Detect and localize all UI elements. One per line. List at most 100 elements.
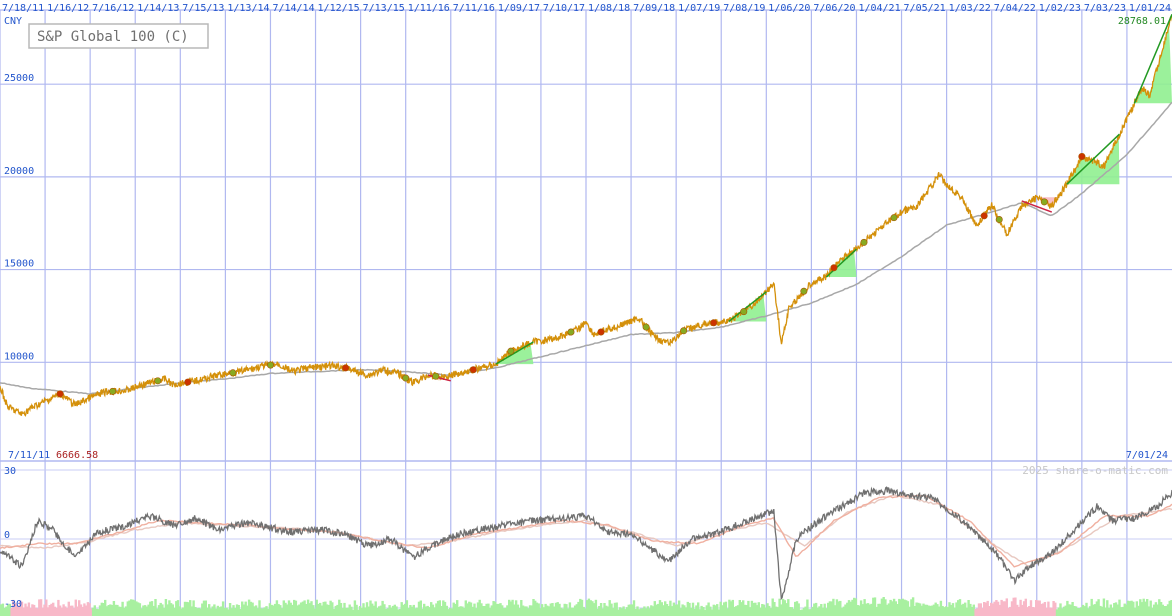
volume-bar xyxy=(331,602,334,616)
volume-bar xyxy=(1132,601,1135,616)
volume-bar xyxy=(192,600,195,616)
volume-bar xyxy=(147,604,150,616)
volume-bar xyxy=(1007,607,1010,616)
volume-bar xyxy=(1102,598,1106,616)
volume-bar xyxy=(1118,599,1121,616)
volume-bar xyxy=(104,599,107,616)
volume-bar xyxy=(797,603,800,616)
trade-marker xyxy=(995,216,1003,224)
volume-bar xyxy=(612,608,615,616)
volume-bar xyxy=(123,607,126,616)
volume-bar xyxy=(868,604,871,616)
volume-bar xyxy=(872,597,875,616)
volume-bar xyxy=(535,602,539,616)
volume-bar xyxy=(504,607,507,616)
volume-bar xyxy=(32,604,36,616)
trade-marker xyxy=(507,347,515,355)
volume-bar xyxy=(19,600,22,616)
volume-bar xyxy=(1146,599,1149,616)
volume-bar xyxy=(305,604,308,616)
volume-bar xyxy=(544,603,547,616)
osc-tick-label: 0 xyxy=(4,530,10,541)
volume-bar xyxy=(272,605,275,616)
volume-bar xyxy=(473,603,476,616)
volume-bar xyxy=(686,601,689,616)
volume-bar xyxy=(492,601,495,616)
volume-bar xyxy=(880,598,884,616)
volume-bar xyxy=(636,606,639,616)
volume-bar xyxy=(806,599,809,616)
volume-bar xyxy=(981,608,984,616)
grid xyxy=(0,9,1172,616)
volume-bar xyxy=(97,609,100,616)
top-date-label: 1/09/17 xyxy=(498,3,540,14)
volume-bar xyxy=(189,600,192,616)
volume-bar xyxy=(801,609,804,616)
volume-bar xyxy=(1073,606,1076,616)
volume-bar xyxy=(1137,605,1140,616)
volume-bar xyxy=(107,605,110,616)
volume-bar xyxy=(86,602,90,616)
volume-bar xyxy=(1059,603,1062,616)
volume-bar xyxy=(528,605,532,616)
volume-bar xyxy=(1061,608,1064,616)
volume-bar xyxy=(809,609,813,616)
volume-bar xyxy=(870,603,873,616)
volume-bar xyxy=(102,603,105,616)
volume-bar xyxy=(944,606,948,616)
volume-bar xyxy=(1094,604,1097,616)
volume-bar xyxy=(447,609,450,616)
volume-bar xyxy=(395,606,398,616)
volume-bar xyxy=(216,605,220,616)
volume-bar xyxy=(1038,600,1041,616)
volume-bar xyxy=(539,608,542,616)
volume-bar xyxy=(804,606,807,616)
volume-bar xyxy=(135,601,138,616)
top-date-label: 1/16/12 xyxy=(47,3,89,14)
volume-bar xyxy=(1052,601,1055,616)
trade-marker xyxy=(266,361,274,369)
volume-bar xyxy=(795,601,799,616)
volume-bar xyxy=(78,600,81,616)
volume-bar xyxy=(939,600,943,616)
volume-bar xyxy=(286,604,289,616)
volume-bar xyxy=(653,601,656,616)
volume-bar xyxy=(905,600,908,616)
volume-bar xyxy=(1083,606,1086,616)
volume-bar xyxy=(1168,600,1171,616)
volume-bar xyxy=(918,603,922,616)
volume-bar xyxy=(984,602,988,616)
volume-bar xyxy=(731,599,734,616)
volume-bar xyxy=(317,603,320,616)
trade-marker xyxy=(567,328,575,336)
volume-bar xyxy=(750,600,754,616)
volume-bar xyxy=(894,601,897,616)
volume-bar xyxy=(345,608,348,616)
volume-bar xyxy=(527,608,530,616)
volume-bar xyxy=(315,599,318,616)
volume-bar xyxy=(840,607,844,616)
volume-bar xyxy=(126,601,129,616)
volume-bar xyxy=(1170,600,1172,616)
volume-bar xyxy=(227,609,230,616)
volume-bar xyxy=(943,607,946,616)
volume-bar xyxy=(617,609,620,616)
volume-bar xyxy=(45,599,48,616)
volume-bar xyxy=(494,601,497,616)
volume-bar xyxy=(873,597,877,616)
volume-bar xyxy=(353,600,357,616)
volume-bar xyxy=(1047,601,1050,616)
volume-bar xyxy=(183,601,187,616)
volume-bar xyxy=(936,604,939,616)
volume-bar xyxy=(879,603,882,616)
y-tick-label: 10000 xyxy=(4,351,34,362)
volume-bar xyxy=(558,603,561,616)
volume-bar xyxy=(565,604,568,616)
volume-bar xyxy=(1156,604,1159,616)
volume-bar xyxy=(74,599,77,616)
volume-bar xyxy=(605,605,608,616)
volume-bar xyxy=(906,601,910,616)
volume-bar xyxy=(459,606,462,616)
volume-bar xyxy=(1031,607,1034,616)
volume-bar xyxy=(599,603,603,616)
